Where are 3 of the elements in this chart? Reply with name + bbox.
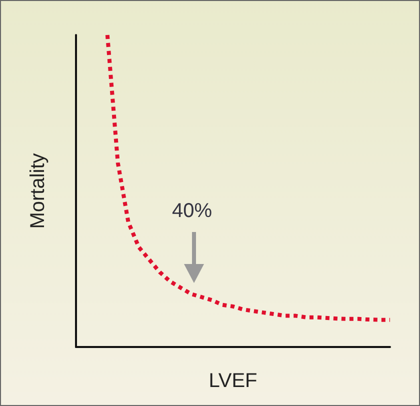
x-axis-title: LVEF [208,370,258,392]
y-axis-title: Mortality [27,153,49,229]
annotation: 40% [172,200,212,222]
